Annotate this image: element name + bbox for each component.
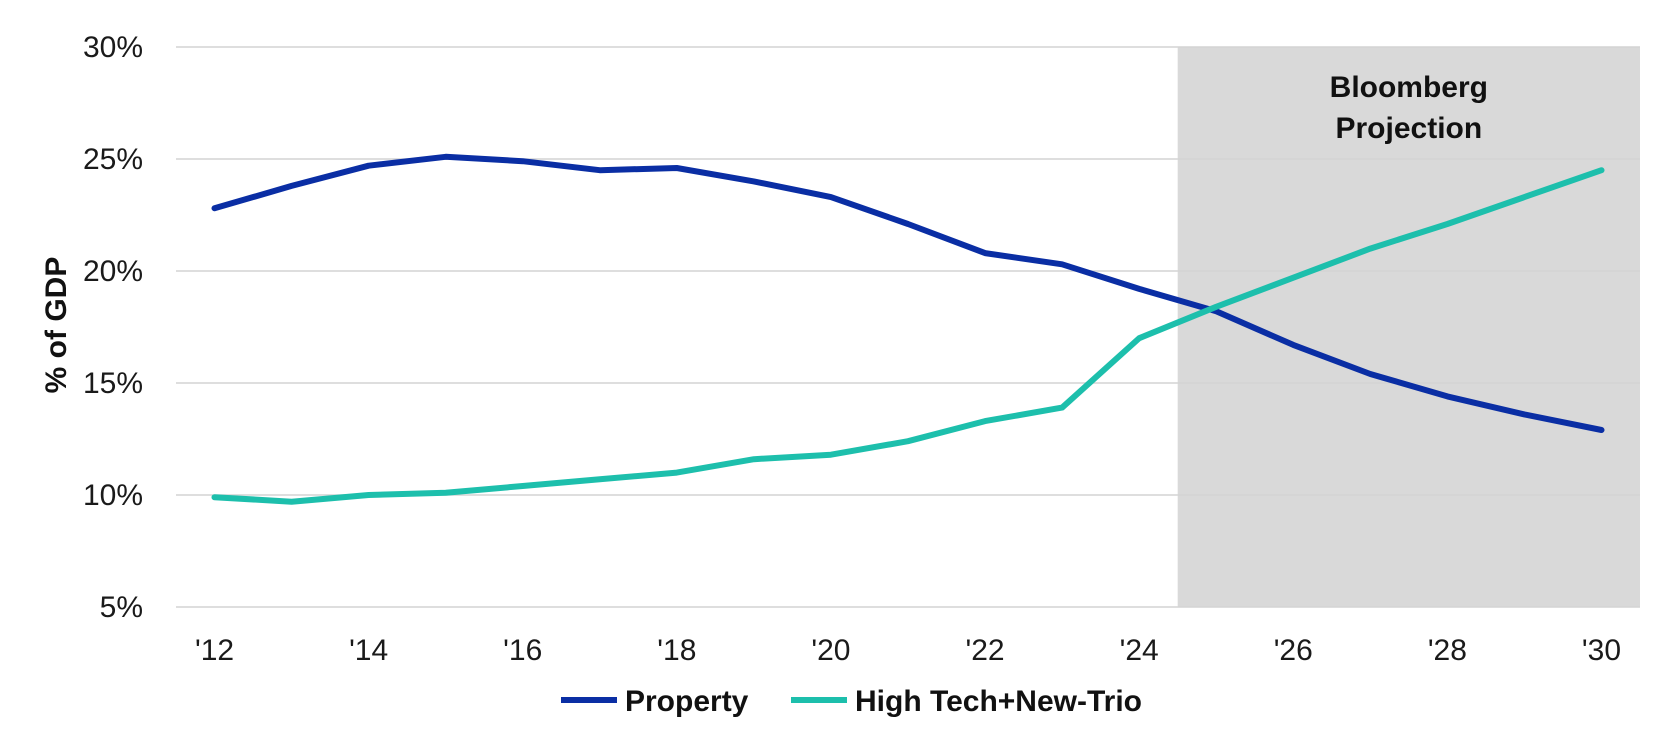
legend: Property High Tech+New-Trio [561, 685, 1142, 718]
projection-label-line: Projection [1335, 112, 1482, 145]
x-tick-label: '22 [965, 634, 1004, 667]
x-tick-label: '24 [1120, 634, 1159, 667]
x-tick-label: '18 [657, 634, 696, 667]
series-line-0 [211, 153, 1605, 433]
x-tick-label: '30 [1582, 634, 1621, 667]
x-tick-label: '28 [1428, 634, 1467, 667]
y-axis-ticks: 5% 10% 15% 20% 25% 30% [83, 31, 143, 624]
x-axis-ticks: '12 '14 '16 '18 '20 '22 '24 '26 '28 '30 [195, 634, 1621, 667]
x-tick-label: '26 [1274, 634, 1313, 667]
x-tick-label: '16 [503, 634, 542, 667]
y-tick-label: 20% [83, 255, 143, 288]
x-tick-label: '14 [349, 634, 388, 667]
y-tick-label: 15% [83, 367, 143, 400]
series-line-1 [211, 167, 1605, 505]
x-tick-label: '20 [811, 634, 850, 667]
y-tick-label: 5% [100, 591, 143, 624]
x-tick-label: '12 [195, 634, 234, 667]
y-axis-title: % of GDP [40, 257, 73, 394]
y-tick-label: 30% [83, 31, 143, 64]
projection-label-line: Bloomberg [1330, 71, 1488, 104]
y-tick-label: 10% [83, 479, 143, 512]
y-tick-label: 25% [83, 143, 143, 176]
series-lines [211, 153, 1605, 505]
legend-label: High Tech+New-Trio [855, 685, 1142, 718]
legend-label: Property [625, 685, 749, 718]
